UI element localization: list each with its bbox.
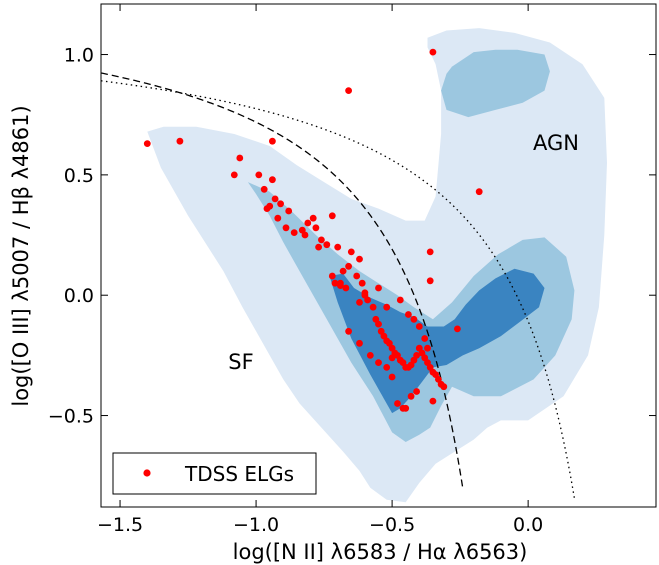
data-point: [356, 299, 363, 306]
data-point: [290, 229, 298, 237]
legend: TDSS ELGs: [112, 452, 317, 495]
data-point: [263, 205, 271, 213]
data-point: [339, 267, 347, 275]
data-point: [342, 284, 350, 292]
data-point: [413, 388, 420, 395]
data-point: [277, 200, 284, 208]
data-point: [285, 207, 293, 215]
density-contour-high: [329, 268, 545, 414]
data-point: [426, 248, 434, 256]
x-axis-ticks: −1.5 −1.0 −0.5 0.0: [97, 4, 543, 536]
classification-curves: [101, 72, 576, 499]
data-point: [421, 335, 429, 342]
y-axis-ticks: −0.5 0.0 0.5 1.0: [48, 45, 656, 428]
data-point: [328, 212, 336, 220]
data-point: [383, 303, 391, 311]
x-tick-label: −0.5: [369, 514, 415, 536]
data-point: [315, 243, 322, 251]
data-point: [282, 224, 290, 232]
data-point: [413, 352, 420, 359]
x-tick-label: −1.0: [233, 514, 279, 536]
data-point: [475, 188, 483, 196]
data-point: [345, 327, 352, 335]
y-tick-label: −0.5: [48, 406, 94, 428]
data-point: [328, 272, 336, 280]
annotation-sf: SF: [228, 350, 253, 374]
data-point: [383, 364, 391, 371]
data-point: [269, 176, 276, 184]
data-point: [176, 137, 184, 145]
data-point: [356, 255, 363, 263]
data-point: [440, 383, 448, 391]
y-tick-label: 0.5: [64, 165, 94, 187]
x-tick-label: 0.0: [513, 514, 543, 536]
data-point: [271, 195, 279, 203]
data-point: [426, 277, 434, 285]
data-point: [429, 48, 437, 56]
data-points: [143, 48, 483, 412]
data-point: [269, 137, 276, 145]
data-point: [364, 296, 371, 304]
data-point: [369, 303, 377, 311]
legend-label: TDSS ELGs: [184, 462, 294, 486]
data-point: [415, 323, 423, 330]
data-point: [345, 262, 352, 270]
data-point: [230, 171, 238, 179]
data-point: [361, 289, 369, 297]
data-point: [143, 140, 151, 148]
dashed-demarcation-line: [101, 72, 464, 489]
data-point: [375, 284, 382, 292]
data-point: [429, 397, 437, 405]
data-point: [301, 231, 309, 239]
data-point: [358, 279, 366, 287]
data-point: [407, 392, 415, 400]
density-contour-mid: [247, 182, 575, 442]
x-tick-label: −1.5: [97, 514, 143, 536]
data-point: [337, 279, 344, 287]
data-point: [405, 311, 412, 318]
density-contours: [147, 28, 608, 503]
data-point: [345, 87, 352, 94]
data-point: [347, 248, 355, 256]
y-tick-label: 1.0: [64, 45, 94, 67]
density-contour-mid: [441, 49, 550, 118]
x-axis-label: log([N II] λ6583 / Hα λ6563): [233, 540, 528, 564]
data-point: [394, 400, 401, 407]
data-point: [309, 214, 317, 222]
data-point: [375, 320, 382, 328]
data-point: [356, 339, 363, 347]
y-tick-label: 0.0: [64, 285, 94, 307]
data-point: [388, 373, 396, 381]
data-point: [375, 359, 382, 366]
data-point: [334, 243, 342, 251]
data-point: [318, 236, 325, 244]
data-point: [424, 344, 431, 352]
y-axis-label: log([O III] λ5007 / Hβ λ4861): [9, 105, 33, 406]
annotation-agn: AGN: [533, 131, 579, 155]
data-point: [402, 404, 410, 412]
data-point: [366, 352, 374, 359]
data-point: [410, 315, 418, 323]
data-point: [236, 154, 244, 162]
data-point: [260, 185, 268, 193]
legend-marker: [143, 469, 151, 477]
data-point: [331, 279, 339, 287]
data-point: [274, 214, 282, 222]
data-point: [255, 171, 263, 179]
data-point: [396, 296, 404, 304]
plot-frame: [100, 3, 657, 508]
data-point: [353, 272, 361, 280]
data-point: [323, 241, 331, 249]
data-point: [312, 224, 320, 232]
data-point: [388, 354, 396, 362]
data-point: [304, 219, 312, 227]
data-point: [454, 325, 461, 333]
